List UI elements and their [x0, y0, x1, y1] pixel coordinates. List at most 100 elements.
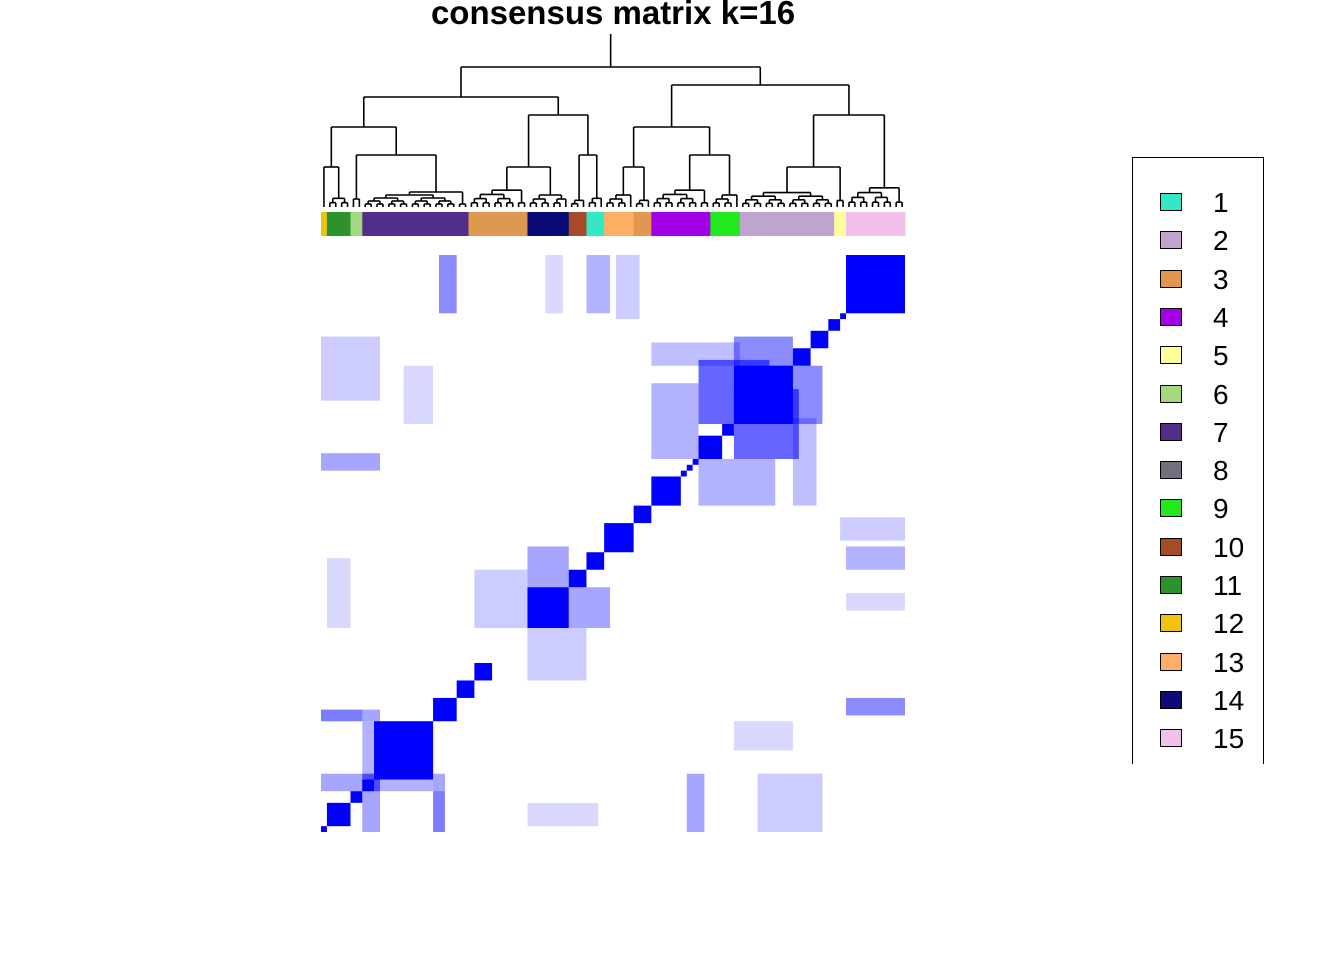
heatmap-diagonal-block: [604, 523, 634, 553]
cluster-bar-segment: [651, 212, 711, 236]
cluster-bar-segment: [739, 212, 835, 236]
heatmap-offdiag-block: [545, 255, 563, 314]
heatmap-offdiag-block: [792, 418, 817, 506]
heatmap-diagonal-block: [733, 365, 793, 425]
legend-label: 1: [1213, 187, 1229, 218]
legend-swatch: [1160, 690, 1182, 709]
legend-label: 5: [1213, 340, 1229, 372]
legend-entry: 16: [1133, 753, 1263, 765]
heatmap-diagonal-block: [792, 348, 811, 366]
heatmap-diagonal-block: [433, 697, 457, 722]
cluster-bar-segment: [350, 212, 363, 236]
heatmap-offdiag-block: [846, 593, 905, 611]
cluster-bar-segment: [527, 212, 570, 236]
heatmap-offdiag-block: [527, 546, 569, 588]
legend-label: 6: [1213, 378, 1229, 410]
heatmap-offdiag-block: [733, 721, 793, 751]
legend-swatch: [1160, 461, 1182, 480]
legend-entry: 2: [1133, 216, 1263, 257]
legend-swatch: [1160, 346, 1182, 365]
legend-label: 9: [1213, 493, 1229, 525]
legend-entry: 5: [1133, 331, 1263, 372]
heatmap-diagonal-block: [527, 587, 569, 629]
heatmap-diagonal-block: [374, 721, 434, 780]
heatmap-offdiag-block: [433, 773, 445, 832]
heatmap-offdiag-block: [757, 773, 823, 832]
legend-entry: 11: [1133, 561, 1263, 601]
legend-label: 12: [1213, 608, 1245, 640]
heatmap-offdiag-block: [527, 802, 599, 827]
heatmap-offdiag-block: [846, 697, 905, 716]
legend-entry: 10: [1133, 523, 1263, 563]
heatmap-offdiag-block: [321, 709, 363, 722]
legend-label: 13: [1213, 646, 1245, 678]
cluster-bar-segment: [586, 212, 605, 236]
legend-label: 7: [1213, 416, 1229, 448]
legend-label: 15: [1213, 723, 1245, 755]
legend-entry: 12: [1133, 599, 1263, 640]
heatmap-diagonal-block: [840, 313, 847, 320]
legend-label: 14: [1213, 684, 1245, 716]
legend-label: 16: [1213, 762, 1244, 765]
heatmap-offdiag-block: [698, 458, 776, 506]
heatmap-diagonal-block: [474, 662, 493, 681]
cluster-bar-segment: [468, 212, 528, 236]
legend-entry: 6: [1133, 370, 1263, 410]
legend-swatch: [1160, 307, 1182, 326]
heatmap-diagonal-block: [321, 826, 327, 832]
heatmap-diagonal-block: [722, 424, 734, 436]
legend-label: 3: [1213, 263, 1229, 295]
heatmap-offdiag-block: [321, 709, 380, 722]
cluster-bar-segment: [846, 212, 906, 236]
heatmap-diagonal-block: [810, 330, 829, 349]
legend-swatch: [1160, 269, 1182, 288]
heatmap-diagonal-block: [350, 791, 363, 803]
legend-entry: 4: [1133, 293, 1263, 333]
legend-swatch: [1160, 422, 1182, 441]
heatmap-offdiag-block: [527, 628, 587, 681]
heatmap-offdiag-block: [326, 558, 351, 629]
heatmap-offdiag-block: [474, 569, 528, 629]
legend-entry: 8: [1133, 446, 1263, 486]
heatmap-offdiag-block: [686, 773, 705, 832]
legend-entry: 13: [1133, 638, 1263, 678]
legend-label: 2: [1213, 225, 1229, 257]
legend-swatch: [1160, 231, 1182, 250]
legend-entry: 15: [1133, 714, 1263, 755]
cluster-bar-segment: [710, 212, 741, 236]
heatmap-diagonal-block: [326, 802, 351, 827]
heatmap-offdiag-block: [651, 342, 740, 366]
legend-swatch: [1160, 384, 1182, 403]
legend-swatch: [1160, 499, 1182, 518]
heatmap-diagonal-block: [586, 552, 605, 570]
cluster-bar-segment: [321, 212, 328, 236]
cluster-legend: 12345678910111213141516: [1132, 157, 1264, 764]
heatmap-offdiag-block: [846, 546, 905, 570]
legend-swatch: [1160, 652, 1182, 671]
legend-swatch: [1160, 537, 1182, 556]
heatmap-diagonal-block: [362, 779, 375, 792]
heatmap-offdiag-block: [438, 255, 457, 314]
heatmap-diagonal-block: [633, 505, 652, 524]
heatmap-offdiag-block: [321, 336, 380, 401]
heatmap-diagonal-block: [692, 458, 699, 465]
heatmap-diagonal-block: [698, 435, 723, 459]
cluster-bar-segment: [568, 212, 587, 236]
legend-swatch: [1160, 193, 1182, 211]
legend-label: 4: [1213, 301, 1229, 333]
heatmap-offdiag-block: [651, 383, 699, 459]
heatmap-diagonal-block: [846, 255, 905, 314]
heatmap-offdiag-block: [568, 587, 611, 629]
legend-entry: 7: [1133, 408, 1263, 448]
chart-title: consensus matrix k=16: [430, 0, 796, 31]
legend-entry: 3: [1133, 255, 1263, 295]
heatmap-diagonal-block: [651, 476, 681, 506]
cluster-bar-segment: [834, 212, 847, 236]
heatmap-diagonal-block: [828, 319, 841, 331]
legend-swatch: [1160, 576, 1182, 594]
heatmap-diagonal-block: [456, 680, 475, 698]
heatmap-diagonal-block: [686, 464, 693, 471]
heatmap-offdiag-block: [615, 255, 640, 320]
